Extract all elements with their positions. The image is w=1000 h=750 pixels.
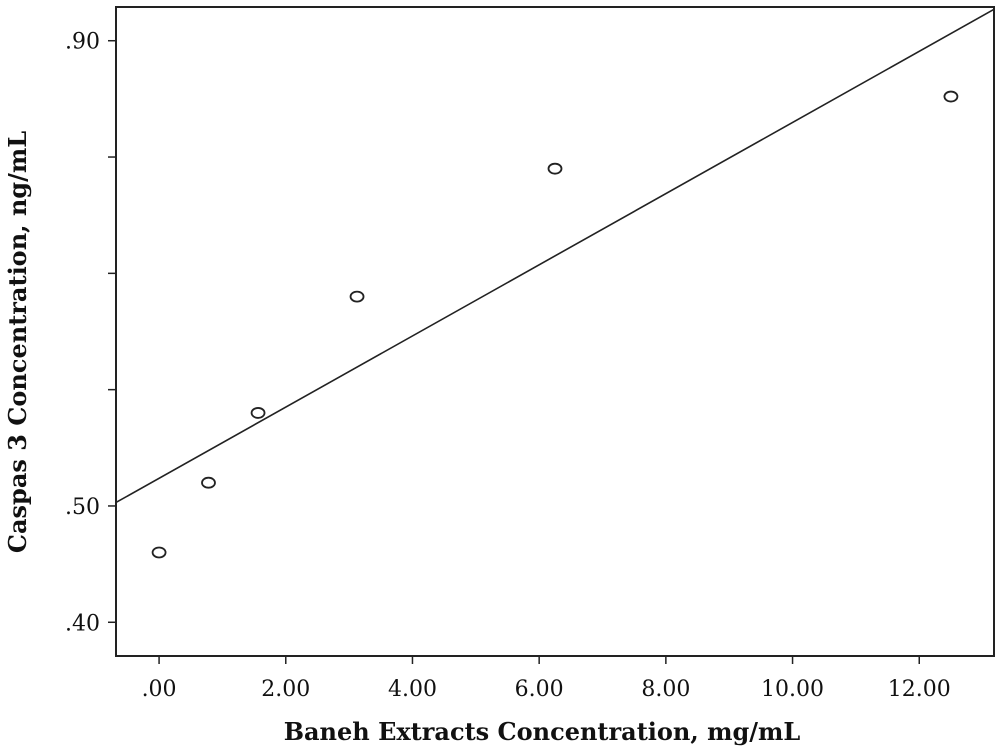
- x-tick-label: 12.00: [888, 677, 951, 702]
- data-point: [943, 90, 959, 103]
- data-point: [201, 476, 216, 489]
- x-tick-label: 8.00: [641, 677, 690, 702]
- x-axis-title: Baneh Extracts Concentration, mg/mL: [284, 717, 801, 746]
- x-tick-label: 10.00: [761, 677, 824, 702]
- x-tick-label: 2.00: [261, 677, 310, 702]
- data-point: [547, 162, 563, 175]
- data-point: [250, 407, 266, 419]
- y-tick-label: .50: [65, 495, 100, 520]
- y-tick-label: .40: [65, 611, 100, 636]
- x-tick-label: 4.00: [388, 677, 437, 702]
- data-point: [151, 546, 167, 559]
- x-axis: .00 2.00 4.00 6.00 8.00 10.00 12.00: [142, 656, 951, 702]
- data-points: [151, 90, 959, 559]
- x-tick-label: 6.00: [515, 677, 564, 702]
- x-tick-label: .00: [142, 677, 177, 702]
- y-axis-title: Caspas 3 Concentration, ng/mL: [3, 131, 32, 553]
- regression-line: [115, 8, 995, 504]
- plot-area: [115, 6, 995, 657]
- y-tick-label: .90: [65, 30, 100, 55]
- y-axis: .40 .50 .90: [65, 30, 116, 636]
- data-point: [349, 290, 365, 303]
